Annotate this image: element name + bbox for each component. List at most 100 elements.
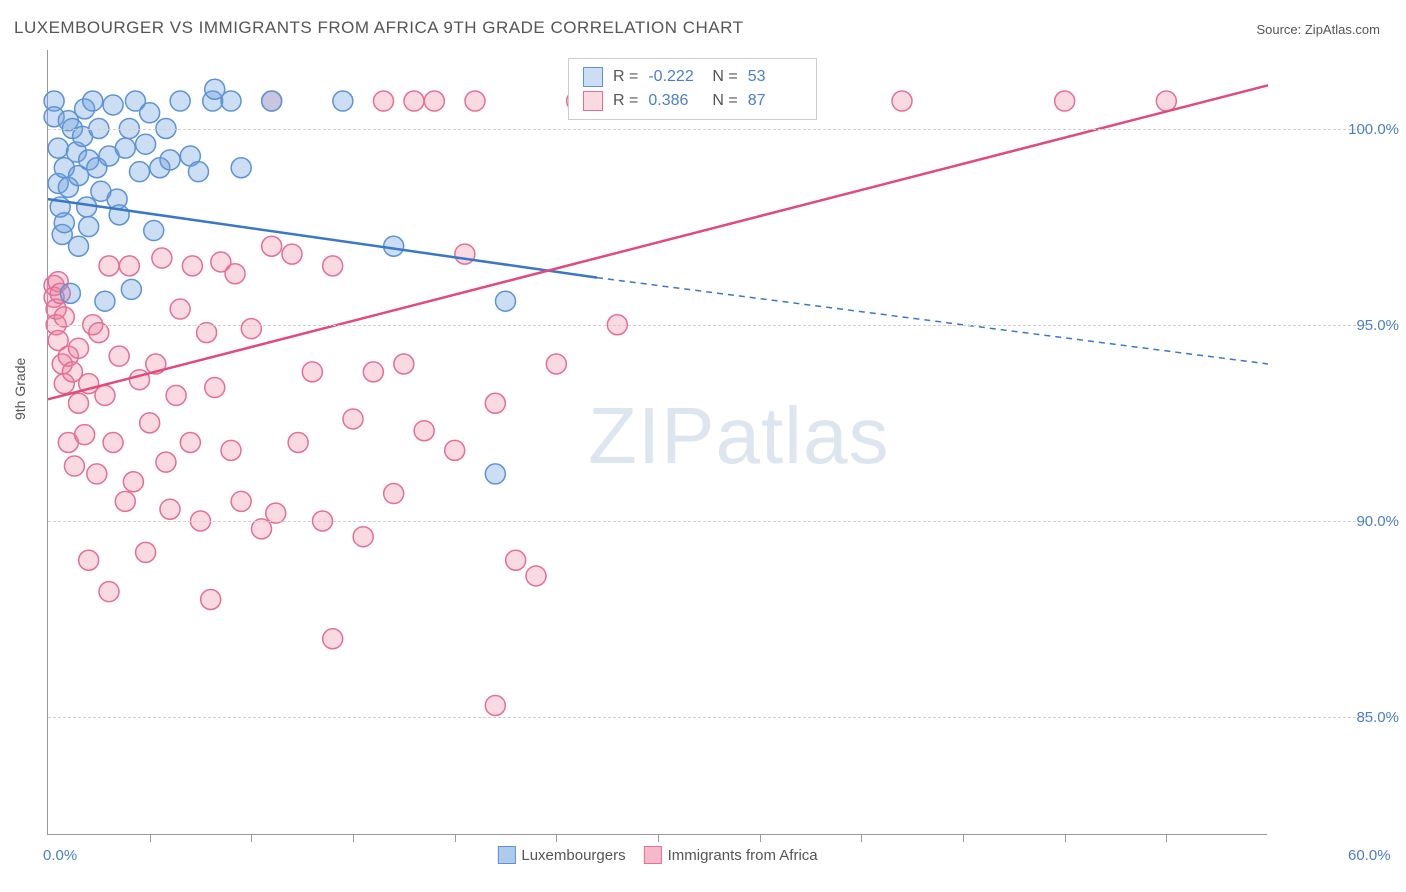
data-point (526, 566, 546, 586)
y-tick-label: 95.0% (1339, 317, 1399, 334)
data-point (75, 425, 95, 445)
data-point (69, 393, 89, 413)
data-point (140, 103, 160, 123)
y-tick-label: 100.0% (1339, 121, 1399, 138)
plot-area: ZIPatlas R =-0.222N =53R =0.386N =87 Lux… (47, 50, 1267, 835)
data-point (221, 440, 241, 460)
data-point (404, 91, 424, 111)
data-point (156, 452, 176, 472)
gridline (48, 325, 1366, 326)
legend-swatch (583, 67, 603, 87)
stat-r-label: R = (613, 89, 638, 113)
data-point (205, 378, 225, 398)
data-point (485, 464, 505, 484)
data-point (363, 362, 383, 382)
x-tick (1166, 834, 1167, 842)
stat-r-value: 0.386 (648, 89, 702, 113)
legend-swatch (497, 846, 515, 864)
watermark-atlas: atlas (715, 391, 889, 480)
data-point (136, 542, 156, 562)
data-point (302, 362, 322, 382)
data-point (103, 95, 123, 115)
data-point (144, 221, 164, 241)
x-tick (251, 834, 252, 842)
data-point (282, 244, 302, 264)
data-point (130, 162, 150, 182)
data-point (262, 91, 282, 111)
data-point (231, 491, 251, 511)
data-point (60, 283, 80, 303)
data-point (374, 91, 394, 111)
data-point (140, 413, 160, 433)
gridline (48, 129, 1366, 130)
stat-n-value: 87 (748, 89, 802, 113)
data-point (394, 354, 414, 374)
data-point (262, 236, 282, 256)
data-point (384, 236, 404, 256)
data-point (1055, 91, 1075, 111)
data-point (69, 338, 89, 358)
stat-n-label: N = (712, 65, 737, 89)
data-point (166, 385, 186, 405)
data-point (465, 91, 485, 111)
source-attribution: Source: ZipAtlas.com (1256, 22, 1380, 37)
data-point (892, 91, 912, 111)
data-point (201, 590, 221, 610)
data-point (384, 484, 404, 504)
data-point (546, 354, 566, 374)
stat-n-value: 53 (748, 65, 802, 89)
data-point (152, 248, 172, 268)
data-point (99, 582, 119, 602)
stat-r-value: -0.222 (648, 65, 702, 89)
data-point (69, 236, 89, 256)
data-point (79, 217, 99, 237)
data-point (48, 138, 68, 158)
legend-swatch (644, 846, 662, 864)
x-tick-label: 60.0% (1348, 847, 1391, 864)
data-point (170, 299, 190, 319)
x-tick (353, 834, 354, 842)
source-label: Source: (1256, 22, 1304, 37)
data-point (225, 264, 245, 284)
data-point (353, 527, 373, 547)
data-point (103, 433, 123, 453)
data-point (221, 91, 241, 111)
legend-item: Luxembourgers (497, 846, 625, 864)
data-point (333, 91, 353, 111)
y-axis-label: 9th Grade (12, 358, 28, 420)
data-point (188, 162, 208, 182)
data-point (445, 440, 465, 460)
bottom-legend: Luxembourgers Immigrants from Africa (497, 846, 817, 864)
x-tick (760, 834, 761, 842)
y-tick-label: 90.0% (1339, 513, 1399, 530)
data-point (182, 256, 202, 276)
data-point (506, 550, 526, 570)
data-point (77, 197, 97, 217)
data-point (115, 491, 135, 511)
legend-label: Immigrants from Africa (668, 847, 818, 864)
data-point (115, 138, 135, 158)
data-point (79, 550, 99, 570)
stats-legend-box: R =-0.222N =53R =0.386N =87 (568, 58, 817, 120)
data-point (323, 629, 343, 649)
gridline (48, 717, 1366, 718)
x-tick (150, 834, 151, 842)
y-tick-label: 85.0% (1339, 709, 1399, 726)
data-point (343, 409, 363, 429)
data-point (54, 213, 74, 233)
data-point (323, 256, 343, 276)
watermark: ZIPatlas (588, 390, 889, 482)
x-tick-label: 0.0% (43, 847, 77, 864)
data-point (180, 433, 200, 453)
trend-line (48, 85, 1268, 399)
legend-label: Luxembourgers (521, 847, 625, 864)
data-point (414, 421, 434, 441)
data-point (424, 91, 444, 111)
x-tick (963, 834, 964, 842)
legend-item: Immigrants from Africa (644, 846, 818, 864)
legend-swatch (583, 91, 603, 111)
data-point (160, 150, 180, 170)
data-point (123, 472, 143, 492)
stat-n-label: N = (712, 89, 737, 113)
x-tick (1065, 834, 1066, 842)
